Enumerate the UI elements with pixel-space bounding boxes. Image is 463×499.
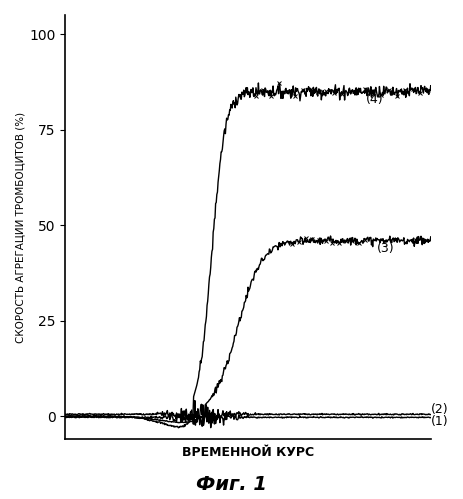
X-axis label: ВРЕМЕННОЙ КУРС: ВРЕМЕННОЙ КУРС (182, 446, 314, 459)
Text: (3): (3) (375, 242, 393, 254)
Text: (4): (4) (365, 92, 382, 106)
Y-axis label: СКОРОСТЬ АГРЕГАЦИИ ТРОМБОЦИТОВ (%): СКОРОСТЬ АГРЕГАЦИИ ТРОМБОЦИТОВ (%) (15, 111, 25, 343)
Text: Фиг. 1: Фиг. 1 (196, 475, 267, 494)
Text: (1): (1) (431, 415, 448, 429)
Text: (2): (2) (431, 403, 448, 416)
